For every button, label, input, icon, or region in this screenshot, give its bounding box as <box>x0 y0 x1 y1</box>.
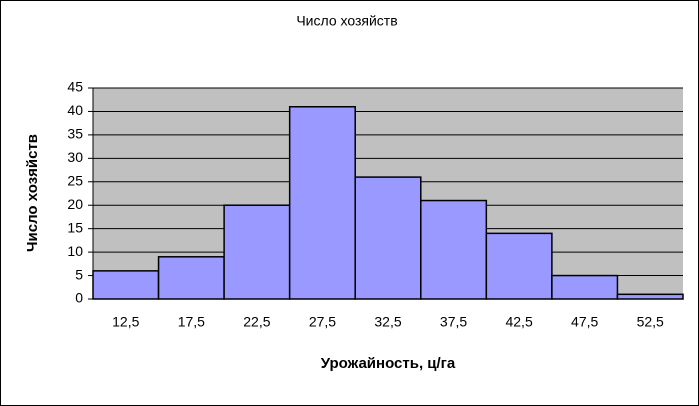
x-tick-label: 37,5 <box>440 314 467 330</box>
bar <box>288 106 356 300</box>
y-tick-label: 15 <box>67 219 83 235</box>
bar <box>157 256 225 300</box>
x-tick-label: 52,5 <box>637 314 664 330</box>
x-tick-label: 17,5 <box>178 314 205 330</box>
x-tick-label: 22,5 <box>243 314 270 330</box>
x-axis-label: Урожайность, ц/га <box>321 355 456 372</box>
bar <box>92 270 160 300</box>
bar <box>223 204 291 300</box>
y-tick-label: 35 <box>67 126 83 142</box>
y-tick-label: 5 <box>75 266 83 282</box>
y-tick-label: 0 <box>75 290 83 306</box>
chart-title: Число хозяйств <box>296 13 397 29</box>
x-tick-label: 47,5 <box>571 314 598 330</box>
y-tick-label: 30 <box>67 149 83 165</box>
x-tick-label: 32,5 <box>374 314 401 330</box>
bar <box>616 293 684 300</box>
bar <box>420 199 488 300</box>
x-tick-label: 27,5 <box>309 314 336 330</box>
y-tick-label: 45 <box>67 79 83 95</box>
y-tick-label: 25 <box>67 172 83 188</box>
y-tick-label: 10 <box>67 243 83 259</box>
bar <box>354 176 422 300</box>
x-tick-label: 12,5 <box>112 314 139 330</box>
bar <box>485 232 553 300</box>
y-tick-label: 40 <box>67 102 83 118</box>
y-axis-label: Число хозяйств <box>24 134 41 252</box>
x-tick-label: 42,5 <box>505 314 532 330</box>
y-tick-label: 20 <box>67 196 83 212</box>
bar <box>551 274 619 300</box>
